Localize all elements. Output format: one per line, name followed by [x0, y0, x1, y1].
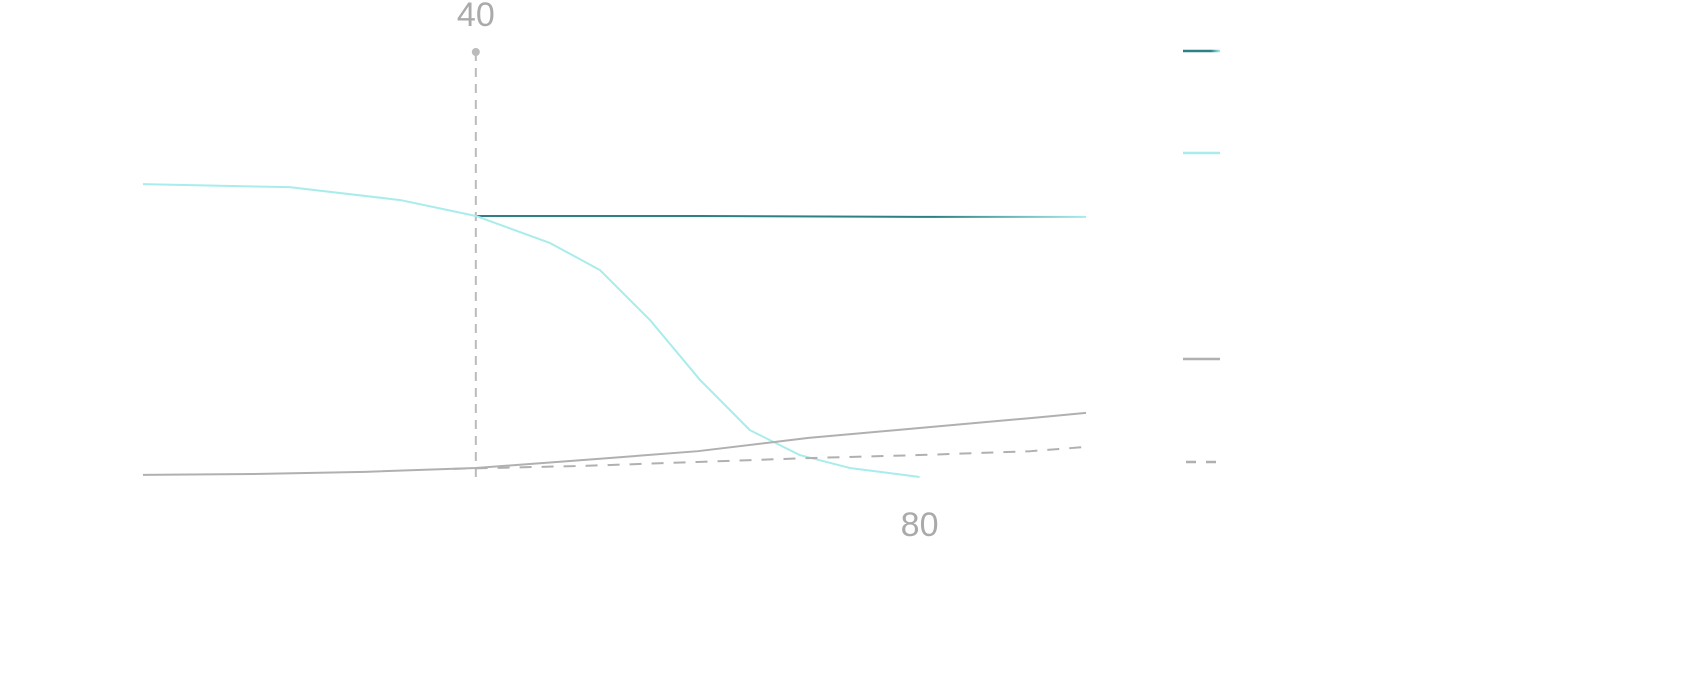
series-line [453, 445, 1087, 470]
series-line [142, 411, 1087, 476]
series-line [475, 214, 1086, 218]
marker-dot [471, 48, 480, 56]
series-line [142, 183, 920, 478]
x-tick-label: 80 [901, 506, 939, 544]
x-tick-label: 40 [457, 0, 495, 34]
